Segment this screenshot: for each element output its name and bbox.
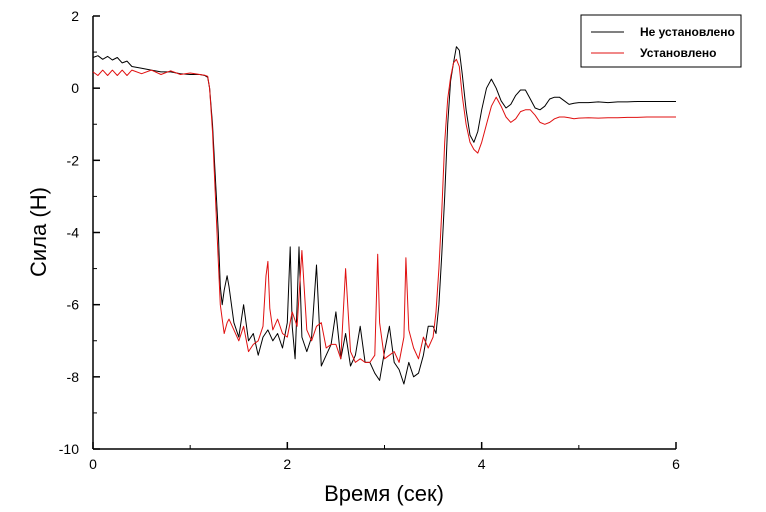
y-tick-label: 2 <box>71 8 79 24</box>
plot-area: 2 0 -2 -4 -6 -8 -10 0 2 4 6 <box>59 8 680 472</box>
y-tick-label: 0 <box>71 80 79 96</box>
x-tick-label: 0 <box>89 456 97 472</box>
y-tick-label: -4 <box>67 225 80 241</box>
axis-tick-labels: 2 0 -2 -4 -6 -8 -10 0 2 4 6 <box>59 8 680 472</box>
series-lines <box>92 46 676 385</box>
y-tick-label: -8 <box>67 369 80 385</box>
legend-box <box>580 14 742 68</box>
series-line-1 <box>92 58 676 363</box>
y-axis-title: Сила (Н) <box>26 187 51 277</box>
legend: Не установлено Установлено <box>580 14 742 68</box>
y-tick-label: -6 <box>67 297 80 313</box>
y-tick-label: -10 <box>59 441 79 457</box>
x-axis-title: Время (сек) <box>324 481 444 506</box>
legend-label-0: Не установлено <box>640 25 735 39</box>
axis-ticks <box>92 15 677 450</box>
x-tick-label: 2 <box>283 456 291 472</box>
legend-label-1: Установлено <box>640 46 716 60</box>
series-line-0 <box>92 46 676 385</box>
x-tick-label: 6 <box>672 456 680 472</box>
y-tick-label: -2 <box>67 152 80 168</box>
x-tick-label: 4 <box>478 456 486 472</box>
